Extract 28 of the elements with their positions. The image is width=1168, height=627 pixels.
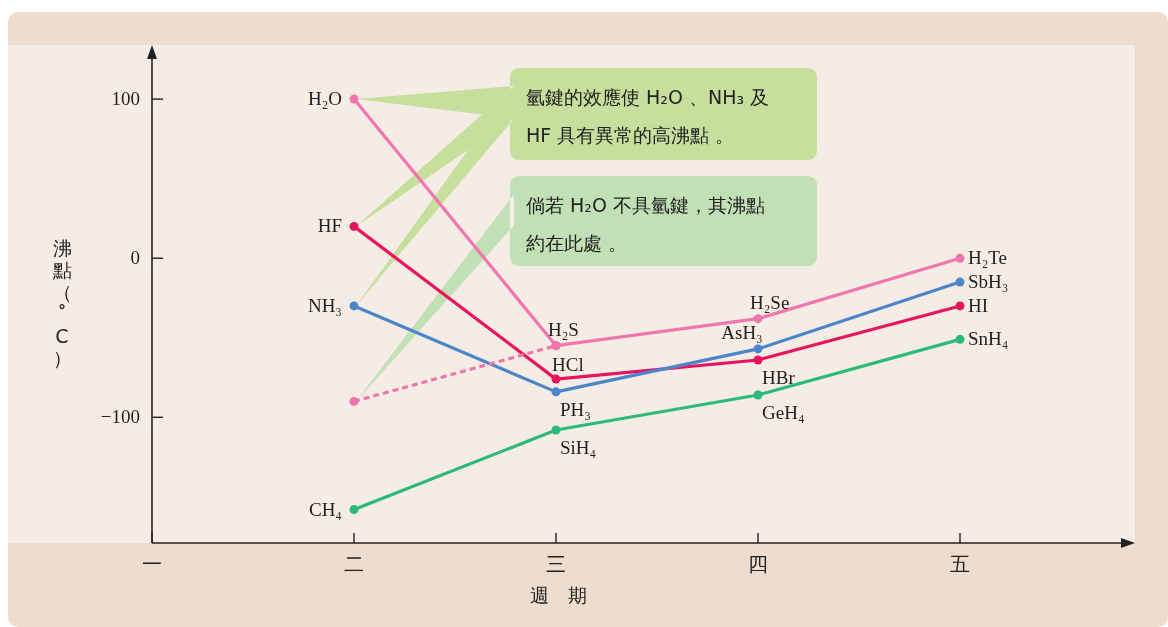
point-label: H₂S — [548, 318, 579, 340]
point-label: SbH₃ — [968, 271, 1009, 293]
point-label: H₂O — [307, 88, 342, 110]
ytick-label: −100 — [100, 406, 140, 428]
ytick-label: 100 — [111, 88, 140, 110]
point-label: AsH₃ — [721, 321, 763, 343]
annotation: 倘若 H₂O 不具氫鍵，其沸點約在此處 。 — [525, 193, 766, 256]
point-label: CH₄ — [308, 498, 342, 520]
point-label: SnH₄ — [968, 328, 1009, 350]
point-label: NH₃ — [307, 294, 342, 316]
point-label: H₂Te — [968, 247, 1008, 269]
point-label: HBr — [762, 367, 795, 389]
point-label: GeH₄ — [762, 402, 805, 424]
point-label: SiH₄ — [560, 437, 597, 459]
point-label: HCl — [552, 354, 584, 376]
point-label: HI — [968, 294, 989, 316]
point-label: HF — [317, 215, 342, 237]
xtick-label: 四 — [748, 552, 768, 576]
xtick-label: 二 — [344, 552, 364, 576]
xtick-label: 一 — [142, 552, 162, 576]
x-axis-title: 週 期 — [530, 583, 587, 608]
point-label: H₂Se — [750, 291, 790, 313]
ytick-label: 0 — [130, 247, 140, 269]
point-label: PH₃ — [560, 398, 591, 420]
y-axis-title: 沸點（˚C） — [52, 237, 72, 369]
xtick-label: 三 — [546, 552, 566, 576]
xtick-label: 五 — [950, 552, 970, 576]
annotation: 氫鍵的效應使 H₂O 、NH₃ 及 HF 具有異常的高沸點 。 — [525, 85, 771, 148]
